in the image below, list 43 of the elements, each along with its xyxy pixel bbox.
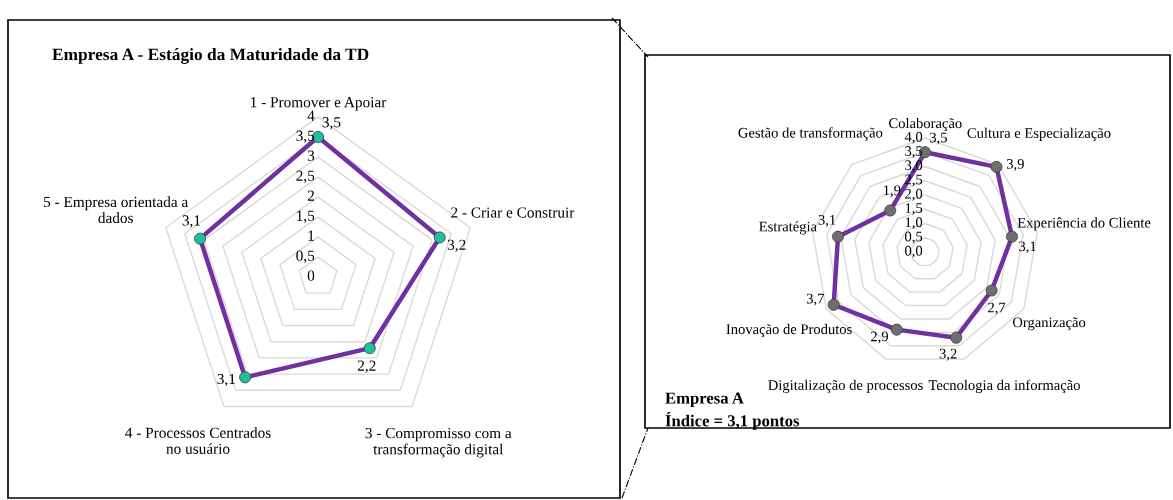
spoke-label: Colaboração xyxy=(889,117,962,132)
data-label: 3,1 xyxy=(217,373,235,387)
spoke-label: Tecnologia da informação xyxy=(928,379,1080,394)
data-label: 3,5 xyxy=(930,132,947,145)
y-tick-label: 1,0 xyxy=(905,217,923,230)
data-label: 3,1 xyxy=(1019,241,1036,254)
data-label: 3,2 xyxy=(939,348,957,361)
spoke-label: 2 - Criar e Construir xyxy=(451,207,575,218)
y-tick-label: 0,0 xyxy=(905,245,923,258)
spoke-label: Gestão de transformação xyxy=(738,127,883,141)
y-tick-label: 1,5 xyxy=(297,210,315,224)
data-label: 3,9 xyxy=(1006,159,1024,171)
y-tick-label: 2,0 xyxy=(905,188,923,201)
spoke-label: Experiência do Cliente xyxy=(1017,217,1151,231)
data-label: 3,7 xyxy=(806,293,825,306)
spoke-label: 4 - Processos Centrados no usuário xyxy=(125,427,271,454)
data-label: 2,2 xyxy=(357,360,376,373)
spoke-label: Digitalização de processos xyxy=(768,379,923,393)
spoke-label: 3 - Compromisso com a transformação digital xyxy=(365,427,512,458)
text: Empresa A xyxy=(665,392,744,408)
data-label: 3,5 xyxy=(322,117,341,130)
y-tick-label: 2 xyxy=(307,190,314,201)
spoke-label: 1 - Promover e Apoiar xyxy=(251,97,387,111)
spoke-label: Estratégia xyxy=(759,221,817,235)
y-tick-label: 3 xyxy=(307,150,315,161)
text: Índice = 3,1 pontos xyxy=(665,412,800,430)
chart-title: Empresa A - Estágio da Maturidade da TD xyxy=(52,48,369,64)
data-label: 2,9 xyxy=(871,331,889,344)
spoke-label: Cultura e Especialização xyxy=(967,127,1111,141)
y-tick-label: 1 xyxy=(308,230,314,241)
spoke-label: Inovação de Produtos xyxy=(726,323,852,338)
data-label: 3,1 xyxy=(182,215,201,228)
spoke-label: Organização xyxy=(1012,317,1086,331)
y-tick-label: 0 xyxy=(307,270,315,281)
data-label: 2,7 xyxy=(988,302,1006,315)
y-tick-label: 4,0 xyxy=(904,131,923,144)
y-tick-label: 1,5 xyxy=(905,203,923,215)
y-tick-label: 0,5 xyxy=(905,231,923,244)
data-label: 3,1 xyxy=(818,214,836,227)
y-tick-label: 4 xyxy=(307,110,315,121)
y-tick-label: 2,5 xyxy=(296,170,315,184)
y-tick-label: 0,5 xyxy=(296,250,315,264)
data-label: 3,2 xyxy=(447,239,466,253)
